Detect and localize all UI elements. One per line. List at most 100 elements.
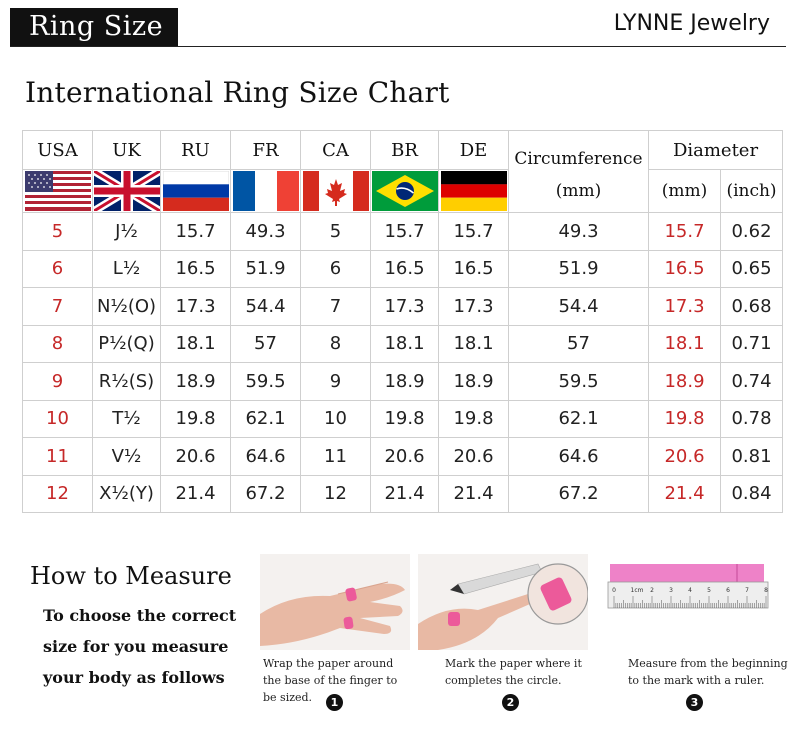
cell-ru: 16.5: [160, 249, 231, 288]
flag-uk-cell: [92, 169, 161, 213]
flag-usa-cell: [22, 169, 93, 213]
uk-flag-icon: [93, 171, 160, 211]
cell-ca: 10: [300, 399, 371, 438]
cell-ru: 18.1: [160, 324, 231, 363]
cell-usa: 8: [22, 324, 93, 363]
cell-circ: 49.3: [508, 212, 649, 251]
cell-usa: 9: [22, 362, 93, 401]
ruler-label: 4: [688, 587, 692, 594]
usa-flag-icon: [24, 171, 91, 211]
cell-de: 15.7: [438, 212, 509, 251]
cell-uk: L½: [92, 249, 161, 288]
cell-din: 0.71: [719, 324, 784, 363]
col-header-circumference: Circumference (mm): [508, 130, 649, 213]
cell-fr: 67.2: [230, 474, 301, 513]
cell-ca: 8: [300, 324, 371, 363]
step-3-caption: Measure from the beginning to the mark w…: [628, 657, 788, 687]
header-divider: [10, 46, 786, 47]
cell-br: 18.1: [370, 324, 439, 363]
cell-dmm: 16.5: [648, 249, 721, 288]
cell-uk: V½: [92, 437, 161, 476]
cell-din: 0.78: [719, 399, 784, 438]
col-header-diameter: Diameter: [647, 130, 784, 170]
col-header-uk: UK: [92, 130, 161, 170]
step-1-number-icon: 1: [326, 694, 343, 711]
table-row: 7 N½(O) 17.3 54.4 7 17.3 17.3 54.4 17.3 0.68: [22, 287, 784, 326]
mark-paper-with-pen-icon: [418, 554, 588, 650]
ruler-label: 6: [726, 587, 730, 594]
brand-name: LYNNE Jewelry: [613, 11, 770, 36]
col-header-fr: FR: [230, 130, 301, 170]
table-row: 9 R½(S) 18.9 59.5 9 18.9 18.9 59.5 18.9 0.74: [22, 362, 784, 401]
flag-de-cell: [438, 169, 509, 213]
cell-usa: 10: [22, 399, 93, 438]
ring-size-badge: Ring Size: [10, 8, 178, 46]
cell-fr: 62.1: [230, 399, 301, 438]
col-header-ca: CA: [300, 130, 371, 170]
ruler-label: 5: [707, 587, 711, 594]
cell-circ: 54.4: [508, 287, 649, 326]
ruler-label: 7: [745, 587, 749, 594]
cell-fr: 64.6: [230, 437, 301, 476]
cell-din: 0.84: [719, 474, 784, 513]
cell-usa: 11: [22, 437, 93, 476]
cell-usa: 12: [22, 474, 93, 513]
cell-uk: N½(O): [92, 287, 161, 326]
russia-flag-icon: [162, 171, 229, 211]
cell-ru: 19.8: [160, 399, 231, 438]
cell-ca: 7: [300, 287, 371, 326]
table-row: 5 J½ 15.7 49.3 5 15.7 15.7 49.3 15.7 0.62: [22, 212, 784, 251]
cell-de: 16.5: [438, 249, 509, 288]
ruler-label: 2: [650, 587, 654, 594]
cell-circ: 62.1: [508, 399, 649, 438]
cell-de: 19.8: [438, 399, 509, 438]
step-1-image: [260, 554, 410, 650]
cell-dmm: 21.4: [648, 474, 721, 513]
cell-de: 18.1: [438, 324, 509, 363]
germany-flag-icon: [440, 171, 507, 211]
ring-size-table: USA UK RU FR CA BR DE Circumference (mm)…: [22, 130, 784, 513]
col-header-usa: USA: [22, 130, 93, 170]
col-header-de: DE: [438, 130, 509, 170]
ruler-label: 1cm: [631, 587, 644, 594]
cell-de: 21.4: [438, 474, 509, 513]
cell-de: 18.9: [438, 362, 509, 401]
cell-fr: 54.4: [230, 287, 301, 326]
cell-fr: 57: [230, 324, 301, 363]
cell-de: 20.6: [438, 437, 509, 476]
cell-uk: R½(S): [92, 362, 161, 401]
flag-fr-cell: [230, 169, 301, 213]
cell-uk: T½: [92, 399, 161, 438]
cell-circ: 59.5: [508, 362, 649, 401]
cell-br: 20.6: [370, 437, 439, 476]
cell-usa: 5: [22, 212, 93, 251]
cell-circ: 64.6: [508, 437, 649, 476]
table-row: 12 X½(Y) 21.4 67.2 12 21.4 21.4 67.2 21.4 0.84: [22, 474, 784, 513]
col-header-br: BR: [370, 130, 439, 170]
step-3-number-icon: 3: [686, 694, 703, 711]
cell-dmm: 18.9: [648, 362, 721, 401]
cell-br: 15.7: [370, 212, 439, 251]
cell-ru: 21.4: [160, 474, 231, 513]
ruler-labels: 0 1cm 2 3 4 5 6 7 8: [612, 587, 768, 594]
flag-ru-cell: [160, 169, 231, 213]
cell-din: 0.81: [719, 437, 784, 476]
cell-din: 0.65: [719, 249, 784, 288]
diameter-mm-unit: (mm): [648, 169, 721, 213]
cell-ru: 20.6: [160, 437, 231, 476]
cell-circ: 57: [508, 324, 649, 363]
cell-ca: 11: [300, 437, 371, 476]
flag-ca-cell: [300, 169, 371, 213]
cell-dmm: 17.3: [648, 287, 721, 326]
size-rows: 5 J½ 15.7 49.3 5 15.7 15.7 49.3 15.7 0.62 6 L½ 16.5 5…: [22, 212, 784, 513]
cell-din: 0.62: [719, 212, 784, 251]
canada-flag-icon: [302, 171, 369, 211]
circumference-label: Circumference: [514, 148, 643, 169]
step-3-image: 0 1cm 2 3 4 5 6 7 8: [604, 554, 774, 650]
cell-uk: P½(Q): [92, 324, 161, 363]
how-to-measure-subtitle: To choose the correct size for you measu…: [43, 606, 237, 687]
cell-br: 19.8: [370, 399, 439, 438]
cell-ca: 9: [300, 362, 371, 401]
cell-circ: 67.2: [508, 474, 649, 513]
ruler-label: 8: [764, 587, 768, 594]
